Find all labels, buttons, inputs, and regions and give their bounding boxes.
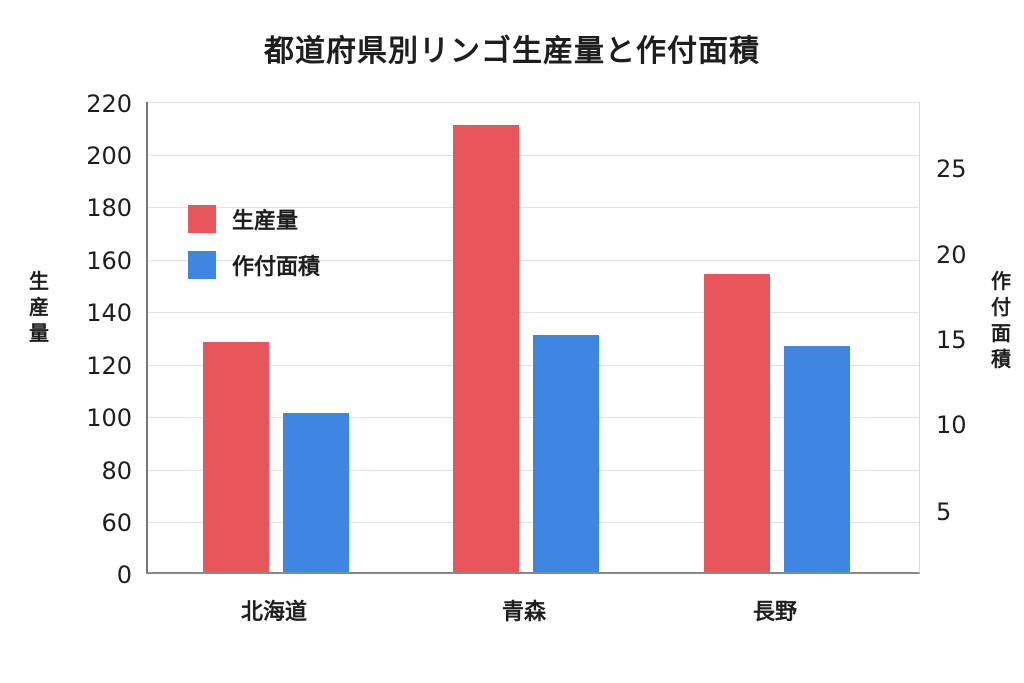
legend: 生産量 作付面積: [188, 196, 320, 288]
left-tick: 80: [101, 457, 132, 485]
x-label-aomori: 青森: [501, 600, 546, 625]
legend-label: 作付面積: [232, 255, 321, 280]
gridline: [148, 260, 919, 261]
right-tick: 10: [936, 411, 967, 439]
right-tick: 15: [936, 326, 967, 354]
left-tick: 120: [86, 352, 132, 380]
left-axis-label: 生 産 量: [26, 268, 52, 346]
legend-item-area[interactable]: 作付面積: [188, 242, 320, 288]
left-tick: 140: [86, 299, 132, 327]
right-tick: 25: [936, 155, 967, 183]
gridline: [148, 312, 919, 313]
right-axis-label-char: 面: [991, 321, 1011, 345]
left-tick: 160: [86, 247, 132, 275]
legend-item-production[interactable]: 生産量: [188, 196, 320, 242]
left-tick: 0: [116, 561, 132, 589]
left-tick: 220: [86, 90, 132, 118]
gridline: [148, 155, 919, 156]
gridline: [148, 207, 919, 208]
bar-area-aomori: [533, 335, 599, 572]
right-axis-label: 作 付 面 積: [988, 268, 1014, 372]
bar-production-nagano: [704, 274, 770, 572]
bar-area-nagano: [784, 346, 850, 572]
legend-swatch-red: [188, 205, 216, 233]
legend-label: 生産量: [232, 209, 299, 234]
gridline: [148, 102, 919, 103]
plot-area: [146, 102, 920, 574]
x-label-nagano: 長野: [752, 600, 797, 625]
right-axis-label-char: 付: [991, 295, 1011, 319]
bar-production-hokkaido: [203, 342, 269, 572]
right-axis-label-char: 作: [991, 269, 1011, 293]
left-axis-label-char: 量: [29, 321, 49, 345]
bar-production-aomori: [453, 125, 519, 572]
right-tick: 5: [936, 498, 952, 526]
bar-area-hokkaido: [283, 413, 349, 572]
left-axis-label-char: 産: [29, 295, 49, 319]
left-tick: 200: [86, 142, 132, 170]
chart-title: 都道府県別リンゴ生産量と作付面積: [264, 34, 760, 69]
right-tick: 20: [936, 241, 967, 269]
left-tick: 100: [86, 404, 132, 432]
x-label-hokkaido: 北海道: [240, 600, 307, 625]
legend-swatch-blue: [188, 251, 216, 279]
right-axis-label-char: 積: [991, 347, 1011, 371]
left-tick: 60: [101, 509, 132, 537]
left-tick: 180: [86, 194, 132, 222]
left-axis-label-char: 生: [29, 269, 49, 293]
